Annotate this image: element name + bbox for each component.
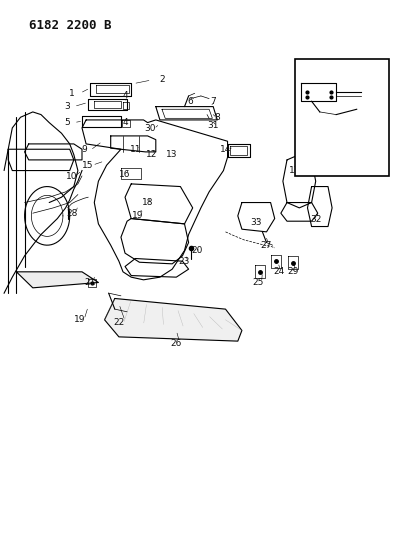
Text: 30: 30 [144, 125, 155, 133]
Text: 12: 12 [146, 150, 157, 159]
Text: 13: 13 [166, 150, 178, 159]
Text: 32: 32 [309, 215, 321, 224]
Text: 15: 15 [82, 161, 94, 169]
Text: 18: 18 [142, 198, 153, 207]
Text: 6182 2200 B: 6182 2200 B [29, 19, 111, 31]
Text: 19: 19 [131, 212, 143, 220]
Text: 1: 1 [69, 89, 74, 98]
Text: 24: 24 [272, 268, 284, 276]
Text: 29: 29 [287, 268, 298, 276]
Text: 11: 11 [129, 145, 141, 154]
Text: 31: 31 [207, 121, 218, 130]
Text: 6: 6 [187, 97, 193, 106]
Text: 2: 2 [159, 76, 164, 84]
Text: 28: 28 [66, 209, 77, 217]
Text: 8: 8 [214, 113, 220, 122]
Text: 26: 26 [170, 340, 182, 348]
Polygon shape [104, 298, 241, 341]
Text: 10: 10 [66, 173, 77, 181]
Text: 17: 17 [289, 166, 300, 175]
Text: 7: 7 [210, 97, 216, 106]
Text: 20: 20 [191, 246, 202, 255]
Text: 16: 16 [119, 171, 130, 179]
Text: 34: 34 [350, 165, 362, 174]
Text: 27: 27 [260, 241, 272, 249]
Text: 5: 5 [65, 118, 70, 127]
Polygon shape [16, 272, 98, 288]
Text: 9: 9 [81, 145, 87, 154]
Text: 21: 21 [84, 278, 96, 287]
Text: 22: 22 [113, 318, 124, 327]
Text: 3: 3 [65, 102, 70, 111]
Text: 4: 4 [122, 118, 128, 127]
Text: 4: 4 [122, 92, 128, 100]
Text: 23: 23 [178, 257, 190, 265]
Bar [294, 59, 389, 176]
Text: 33: 33 [250, 219, 261, 227]
Text: 25: 25 [252, 278, 263, 287]
Text: 19: 19 [74, 316, 85, 324]
Text: 14: 14 [219, 145, 231, 154]
